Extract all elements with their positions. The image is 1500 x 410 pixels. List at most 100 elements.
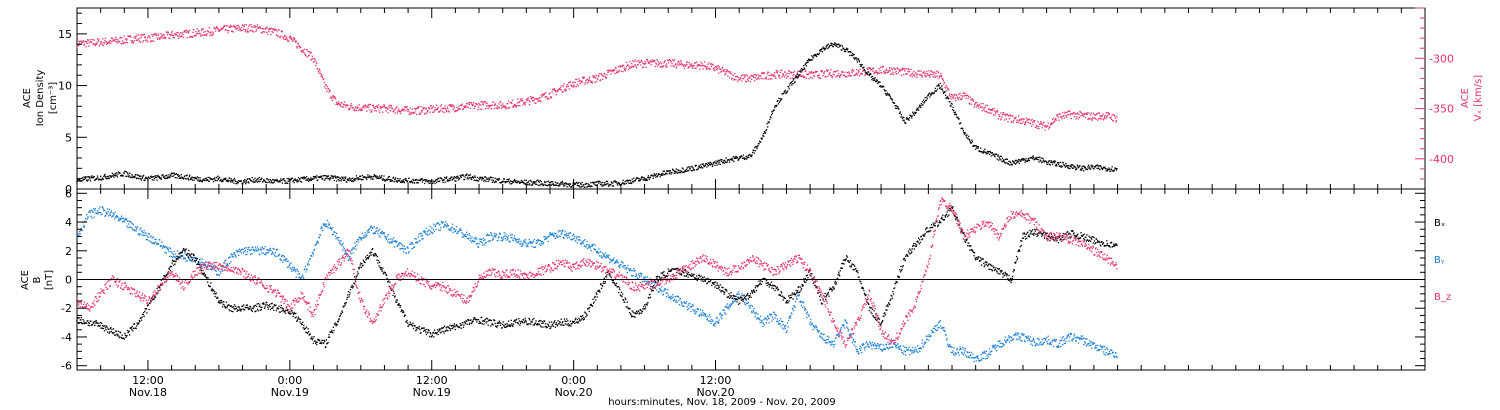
data-point-by [530, 241, 532, 243]
data-point-vx [211, 31, 214, 33]
data-point-density [170, 173, 172, 175]
data-point-by [526, 243, 528, 245]
data-point-density [478, 177, 480, 179]
data-point-vx [247, 31, 250, 33]
data-point-density [115, 175, 117, 177]
data-point-by [507, 238, 509, 240]
data-point-vx [424, 113, 426, 115]
data-point-density [1004, 162, 1006, 164]
data-point-vx [389, 110, 391, 112]
data-point-density [643, 176, 645, 179]
data-point-vx [446, 106, 448, 108]
data-point-vx [186, 37, 188, 39]
data-point-vx [179, 36, 181, 38]
data-point-by [638, 273, 640, 275]
data-point-vx [333, 97, 335, 99]
data-point-density [790, 82, 792, 84]
data-point-vx [336, 101, 338, 103]
data-point-vx [514, 104, 516, 106]
data-point-density [821, 51, 824, 53]
data-point-by [272, 247, 274, 250]
data-point-density [1003, 160, 1005, 162]
data-point-density [306, 178, 308, 181]
data-point-by [374, 232, 376, 235]
data-point-vx [416, 107, 418, 109]
data-point-by [398, 243, 400, 246]
data-point-by [490, 232, 492, 234]
data-point-density [944, 91, 946, 93]
data-point-by [392, 237, 395, 239]
data-point-vx [93, 43, 95, 45]
data-point-by [566, 232, 568, 234]
data-point-density [197, 177, 200, 179]
data-point-vx [456, 106, 458, 108]
data-point-vx [812, 72, 814, 74]
data-point-vx [669, 59, 671, 61]
data-point-vx [906, 73, 909, 75]
data-point-density [127, 173, 129, 175]
data-point-vx [691, 66, 694, 68]
data-point-by [540, 241, 542, 243]
data-point-density [677, 170, 680, 172]
data-point-density [403, 180, 405, 182]
data-point-density [773, 109, 775, 111]
data-point-density [940, 87, 942, 89]
data-point-vx [78, 40, 80, 42]
data-point-density [812, 56, 814, 58]
data-point-by [387, 240, 389, 242]
data-point-vx [467, 106, 469, 109]
data-point-vx [457, 108, 459, 111]
data-point-by [305, 271, 307, 273]
data-point-vx [891, 68, 893, 71]
data-point-vx [719, 68, 721, 71]
data-point-density [366, 176, 368, 178]
data-point-density [688, 169, 690, 172]
data-point-density [998, 159, 1000, 161]
data-point-vx [1057, 113, 1059, 116]
data-point-density [763, 131, 766, 133]
data-point-density [587, 185, 589, 188]
data-point-vx [726, 71, 728, 73]
data-point-vx [952, 97, 954, 99]
data-point-vx [695, 62, 697, 64]
data-point-vx [240, 30, 242, 32]
data-point-vx [407, 110, 409, 112]
data-point-by [245, 253, 247, 256]
data-point-density [718, 163, 720, 165]
data-point-vx [502, 106, 504, 108]
data-point-by [642, 281, 644, 283]
data-point-vx [315, 64, 317, 67]
data-point-density [1053, 161, 1055, 163]
data-point-vx [587, 78, 589, 80]
data-point-vx [452, 108, 454, 111]
data-point-vx [292, 39, 294, 41]
data-point-density [76, 180, 79, 182]
data-point-density [114, 173, 116, 175]
data-point-vx [567, 85, 569, 88]
data-point-by [146, 234, 148, 236]
data-point-vx [643, 63, 646, 66]
data-point-vx [627, 68, 630, 71]
data-point-density [670, 173, 672, 175]
data-point-by [645, 280, 647, 282]
data-point-density [295, 179, 297, 182]
data-point-vx [604, 76, 606, 78]
data-point-density [920, 106, 922, 109]
data-point-vx [660, 66, 662, 68]
data-point-vx [991, 109, 993, 112]
data-point-density [444, 181, 446, 183]
data-point-vx [270, 33, 272, 36]
data-point-vx [756, 77, 759, 80]
data-point-density [728, 161, 731, 163]
data-point-density [485, 177, 488, 179]
data-point-density [168, 176, 171, 178]
data-point-density [272, 182, 274, 184]
data-point-vx [309, 52, 311, 54]
data-point-vx [663, 61, 666, 63]
data-point-by [433, 223, 435, 225]
data-point-by [518, 240, 520, 242]
data-point-density [681, 170, 683, 172]
data-point-vx [76, 46, 78, 48]
data-point-vx [698, 65, 700, 67]
data-point-by [318, 237, 321, 239]
